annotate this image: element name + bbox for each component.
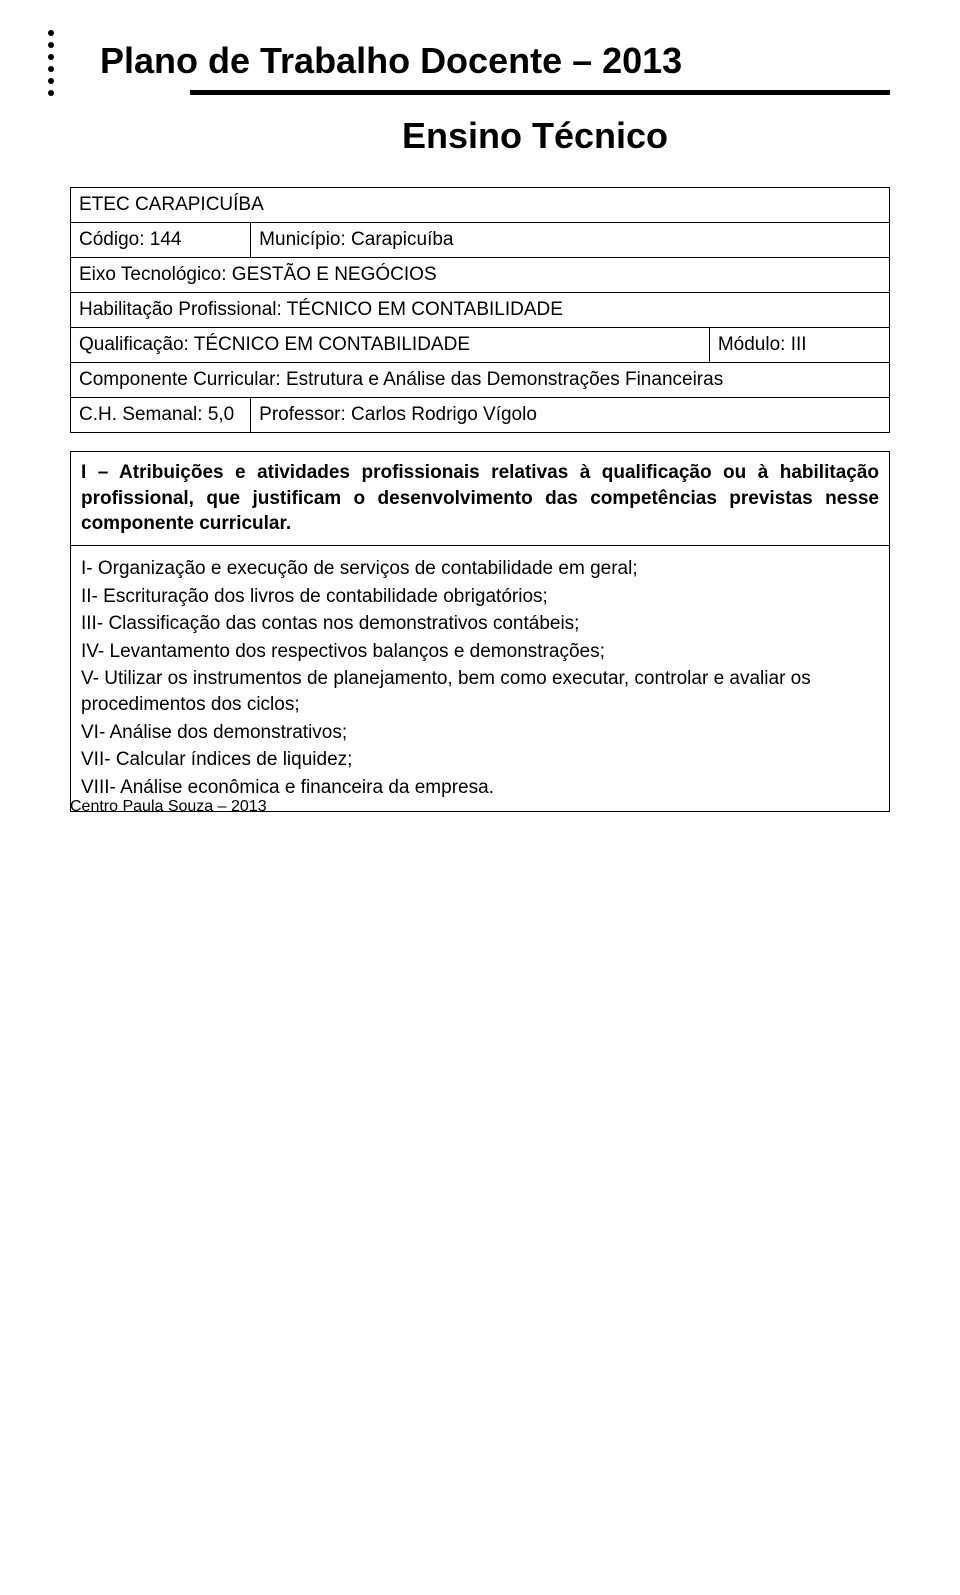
codigo-cell: Código: 144 — [71, 223, 251, 258]
municipio-cell: Município: Carapicuíba — [251, 223, 890, 258]
footer-text: Centro Paula Souza – 2013 — [70, 798, 267, 816]
professor-cell: Professor: Carlos Rodrigo Vígolo — [251, 398, 890, 433]
etec-cell: ETEC CARAPICUÍBA — [71, 188, 890, 223]
info-table: ETEC CARAPICUÍBA Código: 144 Município: … — [70, 187, 890, 433]
section-table: I – Atribuições e atividades profissiona… — [70, 451, 890, 812]
section-item: IV- Levantamento dos respectivos balanço… — [81, 639, 879, 665]
eixo-cell: Eixo Tecnológico: GESTÃO E NEGÓCIOS — [71, 258, 890, 293]
componente-cell: Componente Curricular: Estrutura e Análi… — [71, 363, 890, 398]
modulo-cell: Módulo: III — [709, 328, 889, 363]
qualificacao-cell: Qualificação: TÉCNICO EM CONTABILIDADE — [71, 328, 710, 363]
section-heading: I – Atribuições e atividades profissiona… — [71, 452, 890, 546]
section-item: VI- Análise dos demonstrativos; — [81, 720, 879, 746]
decorative-dots — [48, 30, 54, 102]
title-rule — [190, 90, 890, 95]
section-item: VII- Calcular índices de liquidez; — [81, 747, 879, 773]
section-item: I- Organização e execução de serviços de… — [81, 556, 879, 582]
section-item: V- Utilizar os instrumentos de planejame… — [81, 666, 879, 717]
section-body: I- Organização e execução de serviços de… — [71, 545, 890, 811]
page-subtitle: Ensino Técnico — [180, 115, 890, 157]
page-title: Plano de Trabalho Docente – 2013 — [100, 40, 890, 82]
section-item: II- Escrituração dos livros de contabili… — [81, 584, 879, 610]
ch-cell: C.H. Semanal: 5,0 — [71, 398, 251, 433]
section-item: III- Classificação das contas nos demons… — [81, 611, 879, 637]
habilitacao-cell: Habilitação Profissional: TÉCNICO EM CON… — [71, 293, 890, 328]
